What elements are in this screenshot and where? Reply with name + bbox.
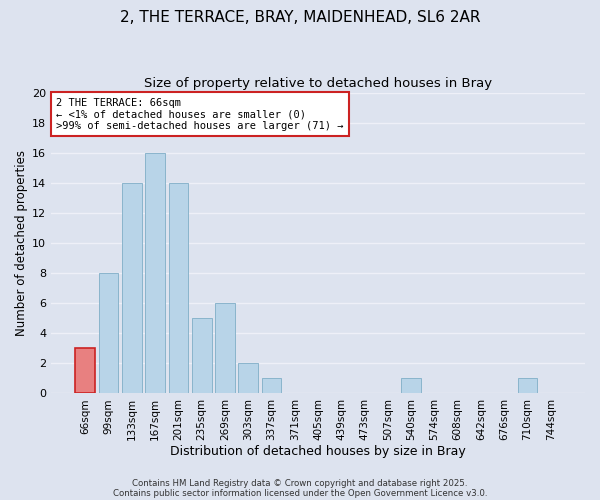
Bar	[238, 364, 258, 394]
Bar	[76, 348, 95, 394]
Text: Contains public sector information licensed under the Open Government Licence v3: Contains public sector information licen…	[113, 488, 487, 498]
Bar	[518, 378, 538, 394]
Bar	[98, 273, 118, 394]
Title: Size of property relative to detached houses in Bray: Size of property relative to detached ho…	[144, 78, 492, 90]
Bar	[169, 183, 188, 394]
Y-axis label: Number of detached properties: Number of detached properties	[15, 150, 28, 336]
Bar	[145, 153, 165, 394]
X-axis label: Distribution of detached houses by size in Bray: Distribution of detached houses by size …	[170, 444, 466, 458]
Text: 2, THE TERRACE, BRAY, MAIDENHEAD, SL6 2AR: 2, THE TERRACE, BRAY, MAIDENHEAD, SL6 2A…	[120, 10, 480, 25]
Bar	[401, 378, 421, 394]
Text: 2 THE TERRACE: 66sqm
← <1% of detached houses are smaller (0)
>99% of semi-detac: 2 THE TERRACE: 66sqm ← <1% of detached h…	[56, 98, 344, 131]
Text: Contains HM Land Registry data © Crown copyright and database right 2025.: Contains HM Land Registry data © Crown c…	[132, 478, 468, 488]
Bar	[215, 304, 235, 394]
Bar	[122, 183, 142, 394]
Bar	[192, 318, 212, 394]
Bar	[262, 378, 281, 394]
